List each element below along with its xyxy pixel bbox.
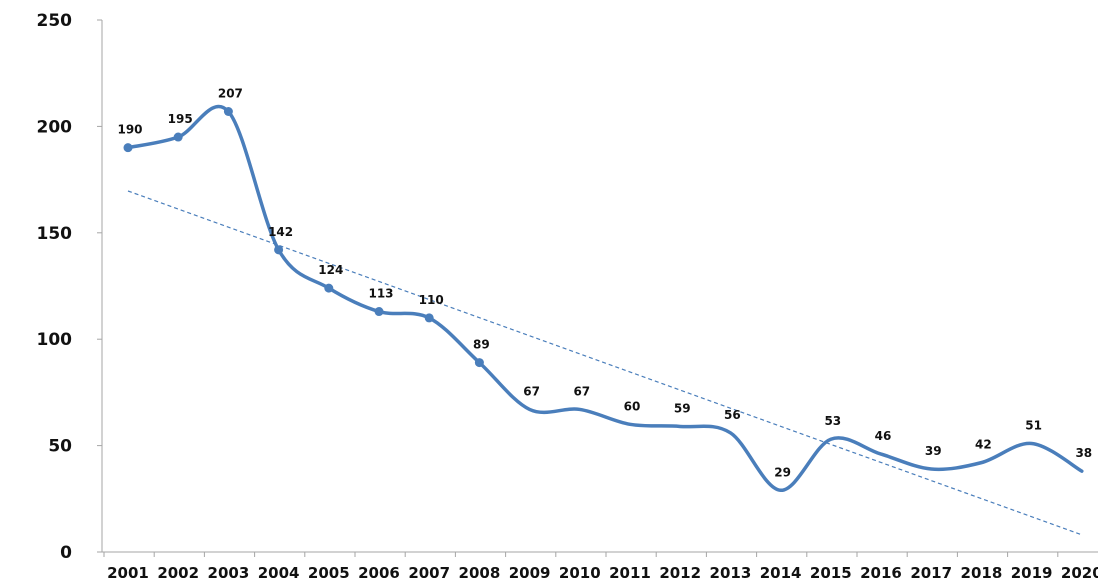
data-label: 38 [1075,446,1092,460]
x-tick-label: 2020 [1061,564,1098,582]
data-label: 142 [268,225,293,239]
data-point [424,313,434,323]
data-point [123,143,133,153]
data-label: 110 [419,293,444,307]
data-label: 207 [218,87,243,101]
x-tick-label: 2004 [258,564,300,582]
data-label: 113 [368,287,393,301]
data-point [274,245,284,255]
axes [101,20,1098,553]
y-tick-label: 50 [48,437,72,457]
x-tick-label: 2002 [157,564,199,582]
data-label: 60 [624,399,641,413]
data-label: 46 [875,429,892,443]
x-tick-label: 2013 [710,564,752,582]
data-label: 56 [724,408,741,422]
data-point [223,107,233,117]
x-tick-label: 2014 [760,564,802,582]
trendline [127,190,1083,536]
y-axis-ticks: 0 50 100 150 200 250 [37,11,102,563]
data-label: 195 [168,112,193,126]
data-label: 67 [573,384,590,398]
trendline-group [127,190,1083,536]
data-label: 42 [975,438,992,452]
data-label: 39 [925,444,942,458]
x-tick-label: 2019 [1011,564,1053,582]
x-tick-label: 2007 [408,564,450,582]
data-labels-group: 190 195 207 142 124 113 110 89 67 67 60 59 56 29 53 46 3… [117,87,1092,480]
x-tick-label: 2012 [659,564,701,582]
data-point [474,358,484,368]
x-tick-label: 2001 [107,564,149,582]
y-tick-label: 100 [37,330,73,350]
data-label: 29 [774,465,791,479]
y-tick-label: 0 [60,543,72,563]
x-tick-label: 2003 [208,564,250,582]
data-label: 53 [824,414,841,428]
x-tick-label: 2018 [961,564,1003,582]
series-group [123,104,1084,493]
data-label: 67 [523,384,540,398]
x-tick-label: 2010 [559,564,601,582]
x-tick-label: 2015 [810,564,852,582]
x-tick-label: 2006 [358,564,400,582]
data-label: 59 [674,401,691,415]
data-label: 51 [1025,418,1042,432]
data-point [374,307,384,317]
y-tick-label: 250 [37,11,73,31]
data-label: 124 [318,263,343,277]
x-axis-ticks: 2001 2002 2003 2004 2005 2006 2007 2008 2009 2010… [103,552,1098,582]
x-tick-label: 2017 [910,564,952,582]
data-label: 190 [117,123,142,137]
data-point [173,132,183,142]
y-tick-label: 200 [37,117,73,137]
y-tick-label: 150 [37,224,73,244]
series-line [126,104,1084,493]
x-tick-label: 2009 [509,564,551,582]
x-tick-label: 2016 [860,564,902,582]
data-label: 89 [473,338,490,352]
data-point [324,283,334,293]
x-tick-label: 2005 [308,564,350,582]
x-tick-label: 2008 [459,564,501,582]
x-tick-label: 2011 [609,564,651,582]
